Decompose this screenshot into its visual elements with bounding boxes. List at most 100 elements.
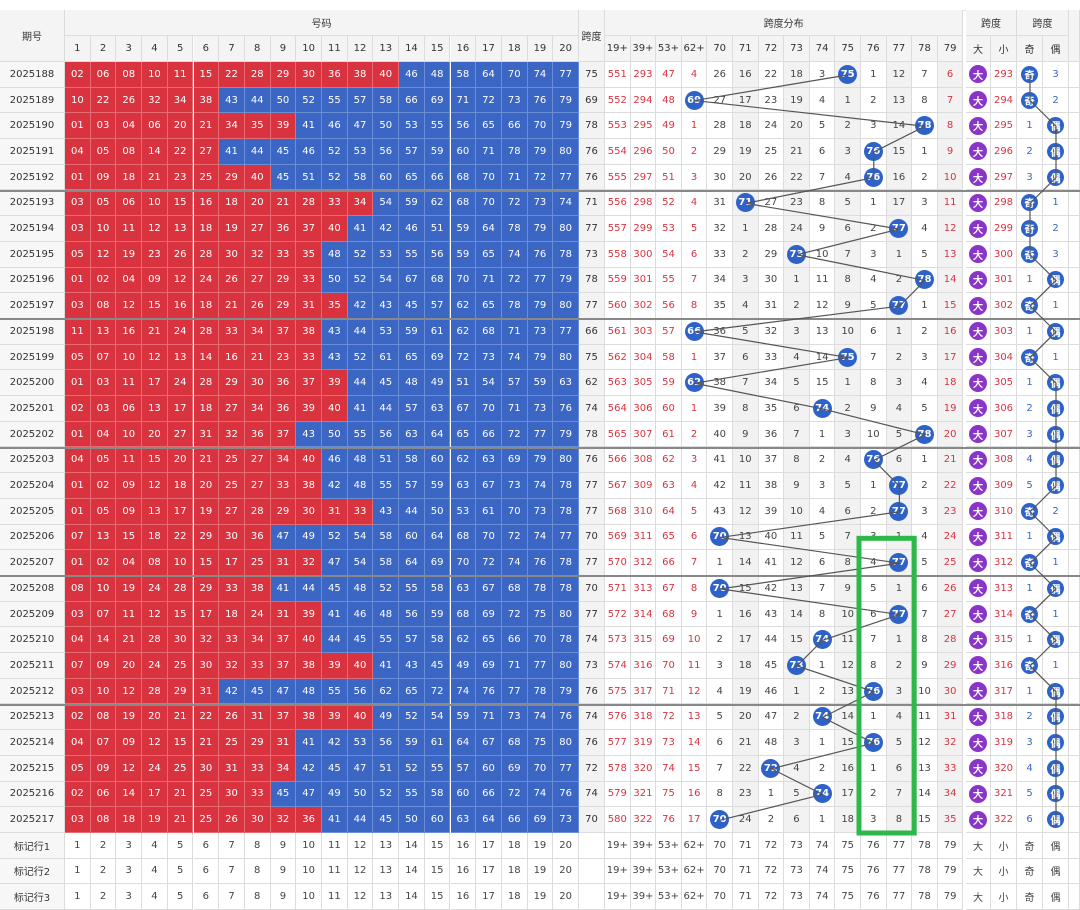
marker-number-cell[interactable]: 4 bbox=[142, 884, 168, 910]
marker-distribution-cell[interactable]: 75 bbox=[835, 833, 861, 859]
marker-number-cell[interactable]: 17 bbox=[476, 833, 502, 859]
marker-number-cell[interactable]: 6 bbox=[193, 858, 220, 884]
marker-distribution-cell[interactable]: 70 bbox=[707, 833, 733, 859]
marker-number-cell[interactable]: 13 bbox=[373, 858, 400, 884]
marker-number-cell[interactable]: 10 bbox=[296, 833, 322, 859]
marker-distribution-cell[interactable]: 70 bbox=[707, 858, 733, 884]
marker-number-cell[interactable]: 15 bbox=[424, 858, 451, 884]
marker-number-cell[interactable]: 2 bbox=[90, 884, 117, 910]
marker-number-cell[interactable]: 12 bbox=[347, 884, 374, 910]
marker-number-cell[interactable]: 12 bbox=[347, 833, 374, 859]
marker-distribution-cell[interactable]: 78 bbox=[912, 884, 938, 910]
marker-distribution-cell[interactable]: 75 bbox=[835, 884, 861, 910]
marker-number-cell[interactable]: 7 bbox=[219, 884, 245, 910]
marker-odd-cell[interactable]: 奇 bbox=[1017, 884, 1043, 910]
marker-odd-cell[interactable]: 奇 bbox=[1017, 833, 1043, 859]
marker-distribution-cell[interactable]: 77 bbox=[886, 833, 913, 859]
marker-small-cell[interactable]: 小 bbox=[991, 858, 1017, 884]
marker-number-cell[interactable]: 12 bbox=[347, 858, 374, 884]
marker-number-cell[interactable]: 19 bbox=[527, 884, 554, 910]
marker-number-cell[interactable]: 13 bbox=[373, 833, 400, 859]
marker-number-cell[interactable]: 10 bbox=[296, 884, 322, 910]
marker-number-cell[interactable]: 18 bbox=[501, 833, 528, 859]
marker-number-cell[interactable]: 6 bbox=[193, 833, 220, 859]
marker-number-cell[interactable]: 2 bbox=[90, 858, 117, 884]
marker-number-cell[interactable]: 9 bbox=[270, 858, 297, 884]
marker-distribution-cell[interactable]: 76 bbox=[861, 833, 887, 859]
marker-distribution-cell[interactable]: 73 bbox=[784, 858, 810, 884]
marker-small-cell[interactable]: 小 bbox=[991, 884, 1017, 910]
marker-number-cell[interactable]: 2 bbox=[90, 833, 117, 859]
marker-number-cell[interactable]: 13 bbox=[373, 884, 400, 910]
marker-distribution-cell[interactable]: 70 bbox=[707, 884, 733, 910]
marker-number-cell[interactable]: 14 bbox=[399, 833, 425, 859]
marker-distribution-cell[interactable]: 74 bbox=[809, 833, 836, 859]
marker-number-cell[interactable]: 20 bbox=[553, 884, 579, 910]
marker-distribution-cell[interactable]: 53+ bbox=[656, 884, 682, 910]
marker-distribution-cell[interactable]: 19+ bbox=[605, 858, 631, 884]
marker-distribution-cell[interactable]: 71 bbox=[733, 884, 759, 910]
marker-distribution-cell[interactable]: 73 bbox=[784, 884, 810, 910]
marker-big-cell[interactable]: 大 bbox=[966, 833, 991, 859]
marker-distribution-cell[interactable]: 74 bbox=[809, 858, 836, 884]
marker-distribution-cell[interactable]: 53+ bbox=[656, 858, 682, 884]
marker-row-label[interactable]: 标记行1 bbox=[0, 833, 65, 859]
marker-distribution-cell[interactable]: 73 bbox=[784, 833, 810, 859]
marker-number-cell[interactable]: 3 bbox=[116, 833, 143, 859]
marker-number-cell[interactable]: 15 bbox=[424, 833, 451, 859]
marker-number-cell[interactable]: 5 bbox=[167, 833, 194, 859]
marker-span-cell[interactable] bbox=[579, 833, 605, 859]
marker-number-cell[interactable]: 18 bbox=[501, 858, 528, 884]
marker-number-cell[interactable]: 1 bbox=[65, 858, 91, 884]
marker-distribution-cell[interactable]: 75 bbox=[835, 858, 861, 884]
marker-number-cell[interactable]: 9 bbox=[270, 833, 297, 859]
marker-number-cell[interactable]: 7 bbox=[219, 833, 245, 859]
marker-distribution-cell[interactable]: 74 bbox=[809, 884, 836, 910]
marker-big-cell[interactable]: 大 bbox=[966, 884, 991, 910]
marker-number-cell[interactable]: 11 bbox=[322, 833, 348, 859]
marker-number-cell[interactable]: 17 bbox=[476, 884, 502, 910]
marker-row-label[interactable]: 标记行2 bbox=[0, 858, 65, 884]
marker-number-cell[interactable]: 9 bbox=[270, 884, 297, 910]
marker-distribution-cell[interactable]: 39+ bbox=[630, 858, 657, 884]
marker-number-cell[interactable]: 19 bbox=[527, 833, 554, 859]
marker-distribution-cell[interactable]: 76 bbox=[861, 884, 887, 910]
marker-distribution-cell[interactable]: 78 bbox=[912, 833, 938, 859]
marker-number-cell[interactable]: 19 bbox=[527, 858, 554, 884]
marker-number-cell[interactable]: 15 bbox=[424, 884, 451, 910]
marker-number-cell[interactable]: 8 bbox=[244, 858, 271, 884]
marker-small-cell[interactable]: 小 bbox=[991, 833, 1017, 859]
marker-distribution-cell[interactable]: 19+ bbox=[605, 833, 631, 859]
marker-distribution-cell[interactable]: 71 bbox=[733, 833, 759, 859]
marker-distribution-cell[interactable]: 62+ bbox=[681, 858, 708, 884]
marker-number-cell[interactable]: 14 bbox=[399, 858, 425, 884]
marker-distribution-cell[interactable]: 72 bbox=[758, 884, 785, 910]
marker-distribution-cell[interactable]: 72 bbox=[758, 833, 785, 859]
marker-number-cell[interactable]: 20 bbox=[553, 833, 579, 859]
marker-distribution-cell[interactable]: 62+ bbox=[681, 884, 708, 910]
marker-number-cell[interactable]: 17 bbox=[476, 858, 502, 884]
marker-distribution-cell[interactable]: 39+ bbox=[630, 833, 657, 859]
marker-number-cell[interactable]: 5 bbox=[167, 884, 194, 910]
marker-number-cell[interactable]: 8 bbox=[244, 833, 271, 859]
marker-number-cell[interactable]: 4 bbox=[142, 858, 168, 884]
marker-number-cell[interactable]: 16 bbox=[450, 858, 477, 884]
marker-number-cell[interactable]: 7 bbox=[219, 858, 245, 884]
marker-number-cell[interactable]: 16 bbox=[450, 884, 477, 910]
marker-even-cell[interactable]: 偶 bbox=[1043, 833, 1069, 859]
marker-distribution-cell[interactable]: 76 bbox=[861, 858, 887, 884]
marker-number-cell[interactable]: 6 bbox=[193, 884, 220, 910]
marker-distribution-cell[interactable]: 77 bbox=[886, 858, 913, 884]
marker-distribution-cell[interactable]: 19+ bbox=[605, 884, 631, 910]
marker-distribution-cell[interactable]: 72 bbox=[758, 858, 785, 884]
marker-number-cell[interactable]: 1 bbox=[65, 884, 91, 910]
marker-number-cell[interactable]: 11 bbox=[322, 884, 348, 910]
marker-number-cell[interactable]: 10 bbox=[296, 858, 322, 884]
marker-span-cell[interactable] bbox=[579, 858, 605, 884]
marker-number-cell[interactable]: 14 bbox=[399, 884, 425, 910]
marker-number-cell[interactable]: 20 bbox=[553, 858, 579, 884]
marker-number-cell[interactable]: 3 bbox=[116, 884, 143, 910]
marker-row-label[interactable]: 标记行3 bbox=[0, 884, 65, 910]
marker-distribution-cell[interactable]: 79 bbox=[937, 884, 964, 910]
marker-number-cell[interactable]: 16 bbox=[450, 833, 477, 859]
